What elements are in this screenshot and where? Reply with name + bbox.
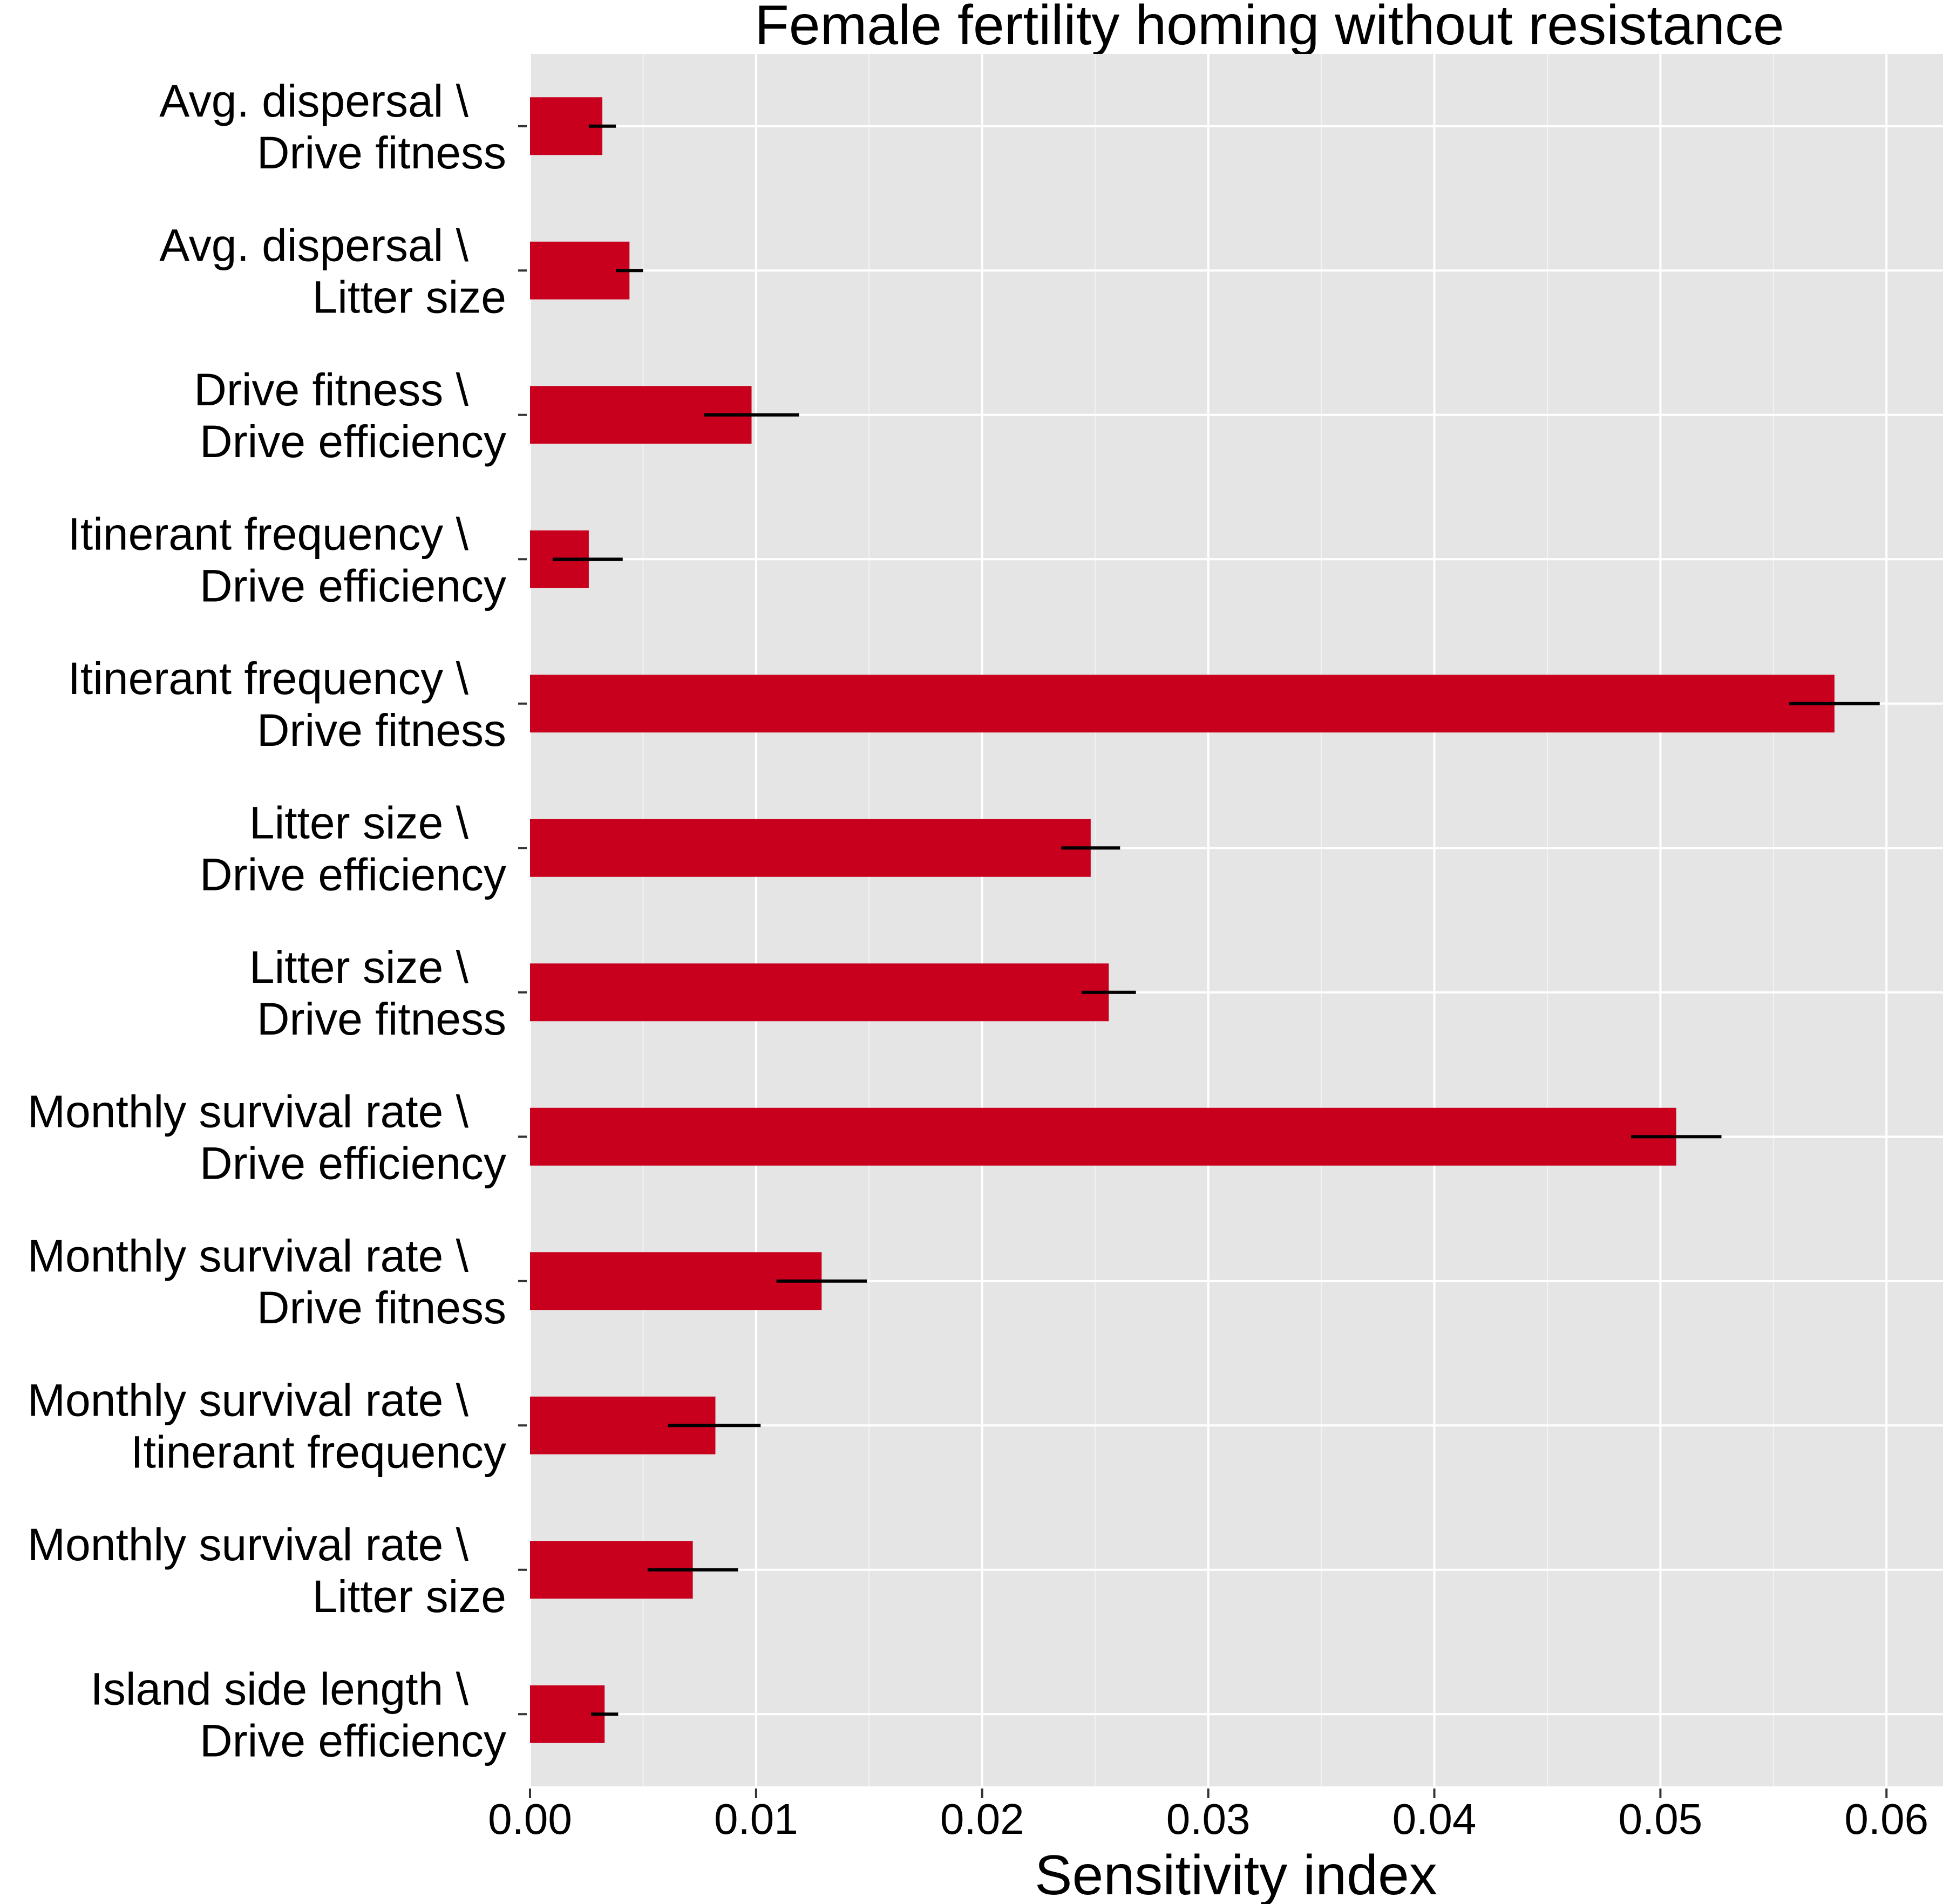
y-tick-label-line2: Drive efficiency xyxy=(200,560,506,611)
bar xyxy=(530,1107,1676,1166)
y-tick-label-line1: Litter size \ xyxy=(249,942,469,992)
x-tick-label: 0.05 xyxy=(1619,1795,1703,1843)
y-tick-label-line1: Itinerant frequency \ xyxy=(68,653,469,704)
y-tick-label-line1: Island side length \ xyxy=(91,1663,469,1714)
y-tick-label-line2: Drive efficiency xyxy=(200,1138,506,1188)
bars xyxy=(530,97,1835,1743)
y-tick-label-line1: Itinerant frequency \ xyxy=(68,508,469,559)
y-tick-label-line2: Drive efficiency xyxy=(200,1715,506,1766)
x-axis: 0.00 0.01 0.02 0.03 0.04 0.05 0.06 xyxy=(488,1789,1928,1843)
bar xyxy=(530,241,630,300)
bar xyxy=(530,963,1109,1022)
error-bars xyxy=(552,124,1880,1716)
x-tick-label: 0.01 xyxy=(714,1795,798,1843)
y-tick-label-line1: Monthly survival rate \ xyxy=(28,1519,469,1570)
x-tick-label: 0.03 xyxy=(1166,1795,1251,1843)
plot-panel xyxy=(530,54,1943,1786)
y-tick-label-line1: Litter size \ xyxy=(249,797,469,848)
x-tick-label: 0.02 xyxy=(940,1795,1024,1843)
y-tick-label-line1: Avg. dispersal \ xyxy=(159,76,468,126)
y-tick-label-line2: Drive efficiency xyxy=(200,416,506,467)
y-tick-label-line1: Avg. dispersal \ xyxy=(159,220,468,270)
x-axis-title: Sensitivity index xyxy=(1035,1844,1437,1904)
y-tick-label-line2: Drive fitness xyxy=(257,705,506,756)
y-tick-label-line2: Drive fitness xyxy=(257,1282,506,1333)
y-tick-label-line2: Drive fitness xyxy=(257,994,506,1044)
y-tick-label-line1: Monthly survival rate \ xyxy=(28,1375,469,1425)
x-tick-label: 0.04 xyxy=(1392,1795,1477,1843)
y-tick-label-line2: Drive efficiency xyxy=(200,849,506,900)
y-tick-label-line1: Monthly survival rate \ xyxy=(28,1230,469,1281)
bar xyxy=(530,819,1091,877)
y-tick-label-line2: Litter size xyxy=(312,1571,506,1622)
y-tick-label-line1: Monthly survival rate \ xyxy=(28,1086,469,1137)
x-tick-label: 0.00 xyxy=(488,1795,572,1843)
bar xyxy=(530,1252,822,1310)
y-tick-label-line2: Drive fitness xyxy=(257,127,506,178)
y-tick-label-line2: Litter size xyxy=(312,271,506,322)
y-tick-label-line1: Drive fitness \ xyxy=(194,364,468,415)
chart-title: Female fertility homing without resistan… xyxy=(755,0,1784,57)
x-tick-label: 0.06 xyxy=(1844,1795,1928,1843)
y-tick-label-line2: Itinerant frequency xyxy=(131,1426,506,1477)
bar xyxy=(530,675,1835,733)
